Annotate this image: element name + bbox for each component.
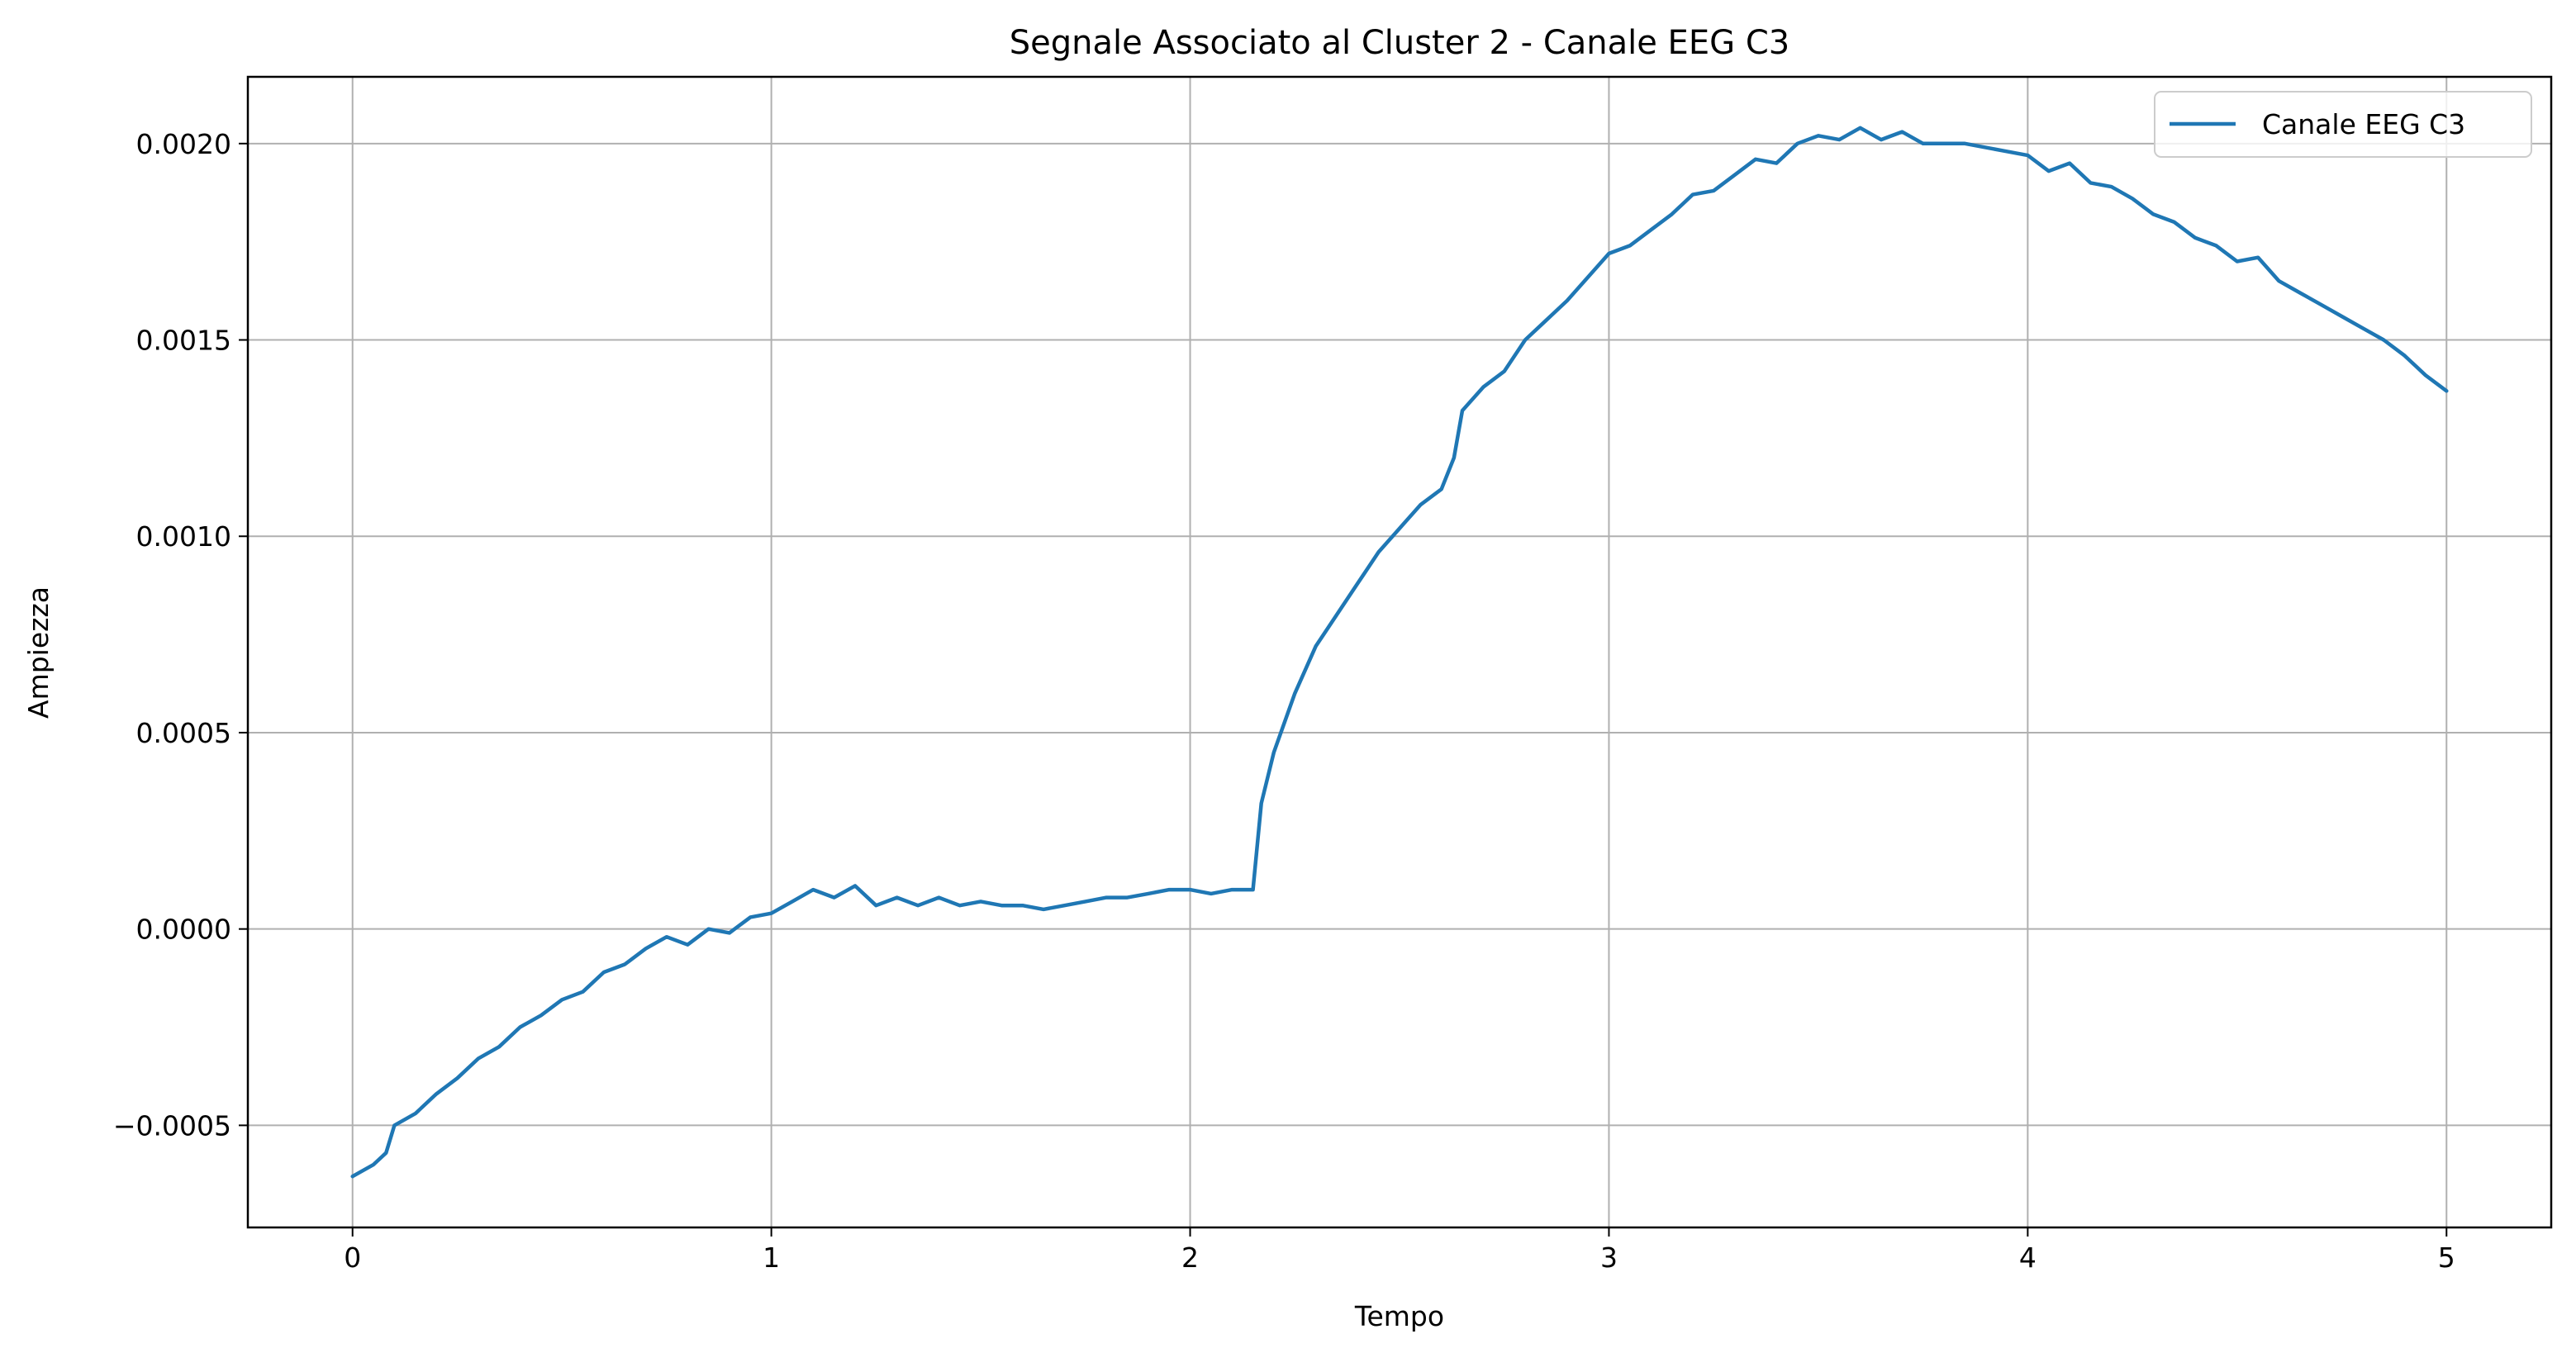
chart-title: Segnale Associato al Cluster 2 - Canale … [1010,24,1789,62]
x-tick-label: 1 [763,1241,780,1274]
plot-area-background [248,77,2551,1227]
y-axis-label: Ampiezza [22,586,55,719]
series-layer [350,126,2449,1179]
grid-layer [248,77,2551,1227]
y-tick-label: −0.0005 [113,1109,231,1142]
y-tick-label: 0.0020 [136,128,231,160]
y-axis-ticks: −0.0005 0.0000 0.0005 0.0010 0.0015 0.0020 [113,128,248,1142]
legend: Canale EEG C3 [2154,91,2532,158]
y-tick-label: 0.0015 [136,325,231,357]
legend-box [2154,91,2532,158]
x-axis-label: Tempo [1354,1300,1444,1332]
plot-area-border [246,75,2553,1229]
x-tick-label: 0 [344,1241,361,1274]
y-tick-label: 0.0000 [136,914,231,946]
series-line-canale-eeg-c3 [350,126,2449,1179]
x-tick-label: 3 [1600,1241,1618,1274]
legend-entry-label: Canale EEG C3 [2262,108,2465,140]
x-tick-label: 5 [2438,1241,2455,1274]
x-tick-label: 4 [2019,1241,2037,1274]
x-tick-label: 2 [1181,1241,1199,1274]
y-tick-label: 0.0010 [136,520,231,553]
y-tick-label: 0.0005 [136,717,231,749]
x-axis-ticks: 0 1 2 3 4 5 [344,1227,2455,1274]
